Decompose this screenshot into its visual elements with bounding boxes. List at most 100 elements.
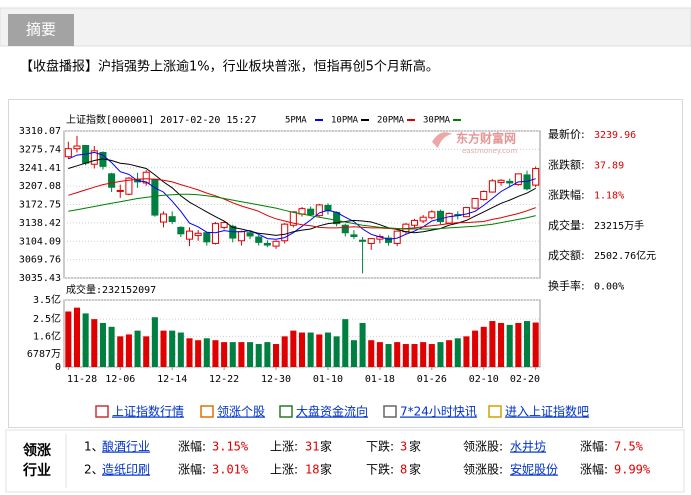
candle-body [488,180,496,193]
volume-bar [247,342,254,367]
y-tick-label: 3.5亿 [33,293,61,306]
x-tick-label: 12-06 [105,374,135,385]
x-tick-label: 01-26 [417,374,447,385]
x-tick-label: 02-20 [510,374,540,385]
candle-body [73,145,81,150]
y-tick-label: 3310.07 [19,126,61,137]
y-tick-label: 6787万 [27,349,61,360]
nav-link[interactable]: 上证指数行情 [112,404,184,419]
volume-bar [160,330,167,367]
candle-body [168,216,176,222]
candle-body [289,211,297,226]
volume-bar [177,332,184,367]
gain: 3.01% [212,463,249,477]
volume-bar [195,340,202,367]
summary-bar [0,7,691,47]
link-icon [200,405,214,418]
up-unit: 家 [320,439,332,454]
volume-bar [99,322,106,367]
volume-bar [125,334,132,367]
industry-heading: 领涨 [23,442,51,459]
candle-body [151,178,159,216]
ma-line [68,193,536,230]
volume-bar [151,317,158,367]
candle-body [203,232,211,243]
quote-label: 涨跌幅: [548,188,585,202]
nav-link[interactable]: 领涨个股 [217,404,265,419]
leader[interactable]: 水井坊 [510,439,546,454]
volume-bar [359,322,366,367]
down-unit: 家 [409,439,421,454]
volume-bar [316,334,323,367]
candle-body [462,207,470,218]
quote-label: 最新价: [548,127,585,141]
legend-label: 20PMA [377,116,405,126]
candle-body [255,236,263,243]
chart-title: 成交量:232152097 [66,283,156,296]
volume-bar [506,324,513,367]
quote-label: 涨跌额: [548,157,585,171]
volume-bar [91,319,98,367]
volume-bar [255,344,262,367]
volume-bar [281,336,288,367]
volume-bar [515,322,522,367]
volume-bar [229,342,236,367]
link-icon [488,405,502,418]
candle-body [211,223,219,244]
candle-body [367,238,375,244]
volume-bar [463,336,470,367]
candle-body [428,211,436,219]
tab-title: 摘要 [26,21,56,39]
up: 31 [305,440,319,454]
volume-bar [186,338,193,367]
watermark-brand: 东方财富网 [456,131,516,146]
quote-value: 2502.76亿元 [594,249,656,262]
ma-line [68,178,536,230]
name[interactable]: 酿酒行业 [102,439,150,454]
chart-title: 上证指数[000001] 2017-02-20 15:27 [66,113,257,126]
volume-bar [324,332,331,367]
y-tick-label: 1.6亿 [33,329,61,342]
name[interactable]: 造纸印刷 [102,463,150,477]
nav-link[interactable]: 大盘资金流向 [296,404,368,419]
index: 1、 [84,440,104,454]
candle-body [471,197,479,209]
volume-bar [454,338,461,367]
volume-bar [73,307,81,367]
chart-box [8,99,683,428]
quote-value: 0.00% [594,282,624,293]
volume-bar [472,330,479,367]
candle-body [272,240,280,247]
nav-link[interactable]: 7*24小时快讯 [400,405,477,419]
candle-body [142,171,150,184]
y-tick-label: 0 [55,362,61,373]
nav-link[interactable]: 进入上证指数吧 [505,404,589,419]
volume-bar [298,332,306,367]
volume-bar [273,344,280,367]
volume-bar [376,342,383,367]
link-icon [95,405,109,418]
volume-bar [264,342,271,367]
y-tick-label: 3172.75 [19,200,61,211]
volume-bar [212,340,219,367]
volume-bar [498,322,505,367]
volume-bar [350,340,357,367]
candle-body [177,226,185,235]
leader[interactable]: 安妮股份 [510,462,558,477]
leader-gain-label: 涨幅: [580,462,608,477]
candle-body [419,216,427,222]
leader-gain: 7.5% [614,440,644,454]
down: 3 [400,440,407,454]
candle-body [436,210,445,222]
quote-label: 成交量: [548,218,585,232]
volume-bar [411,344,418,367]
candle-body [237,231,245,242]
volume-bar [82,313,89,367]
x-tick-label: 01-10 [313,374,343,385]
candle-body [220,222,228,228]
volume-bar [480,326,487,367]
candle-body [185,230,194,240]
x-tick-label: 02-10 [469,374,499,385]
volume-bar [108,326,115,367]
candle-body [480,191,488,201]
